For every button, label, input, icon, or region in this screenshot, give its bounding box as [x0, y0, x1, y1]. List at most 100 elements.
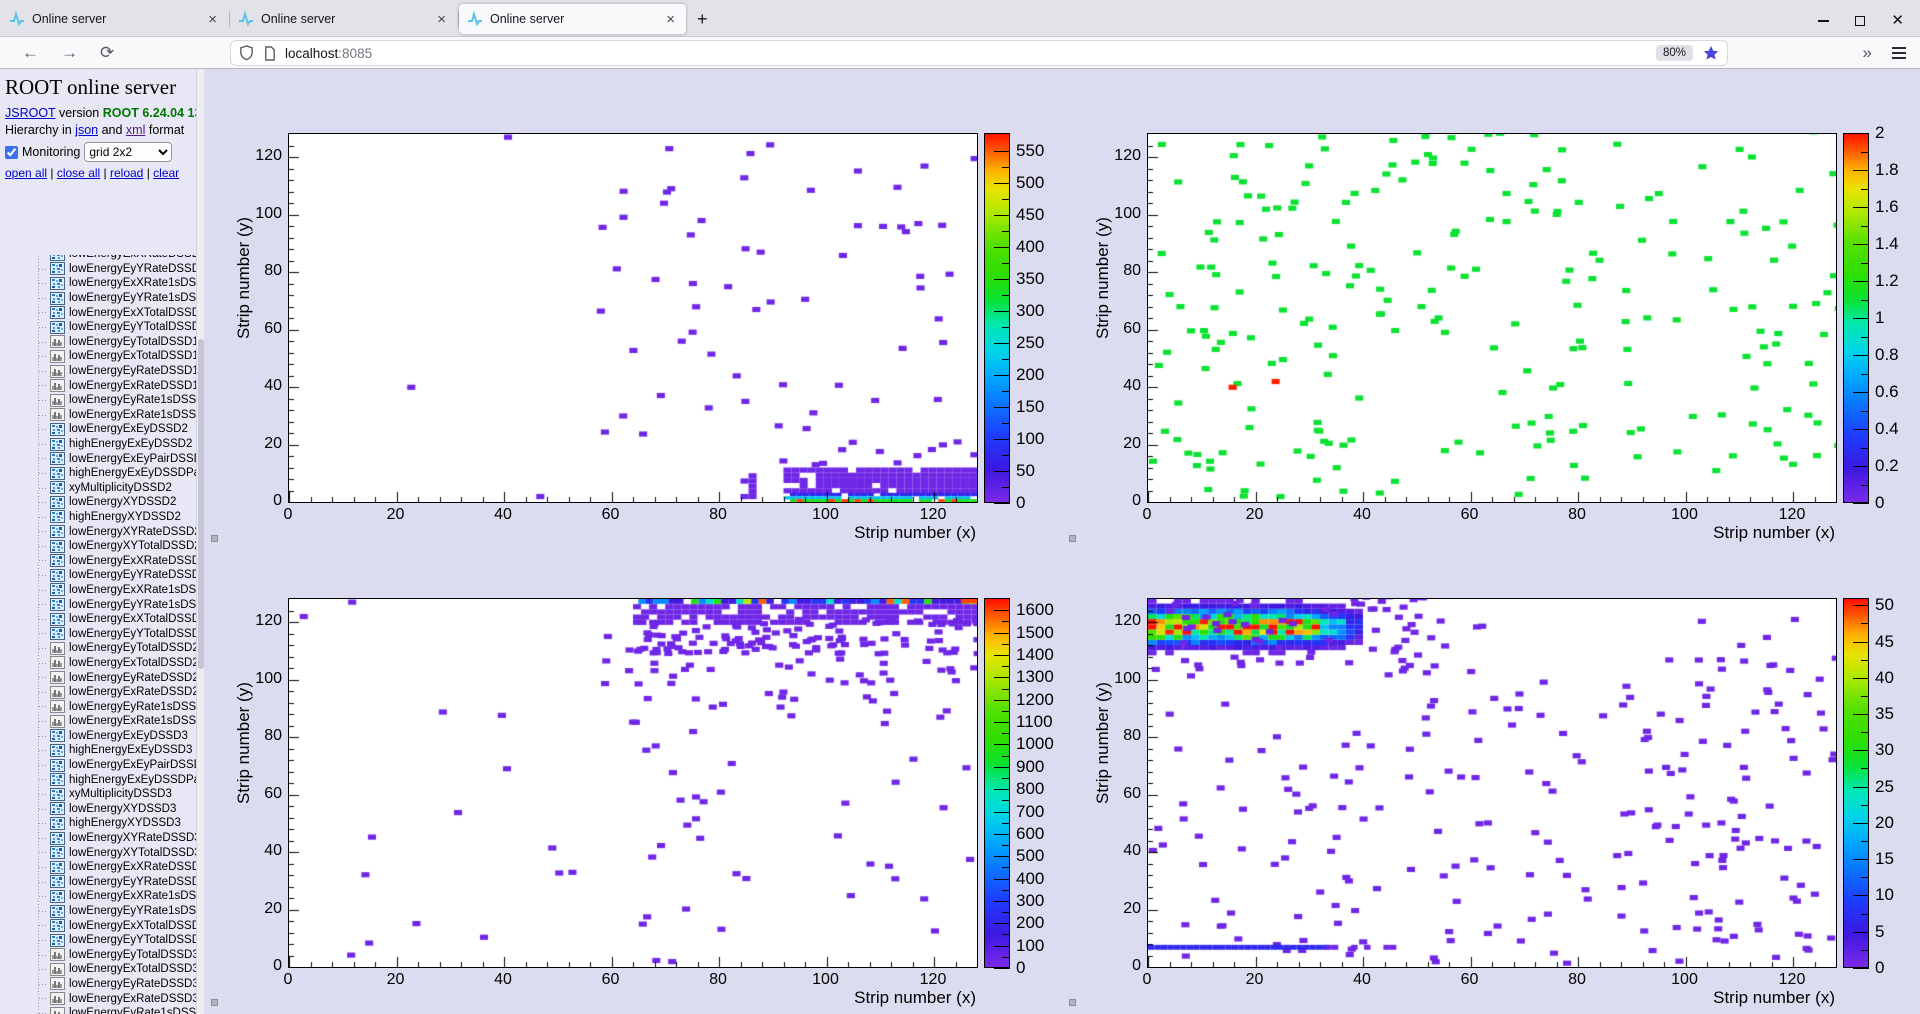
tree-item[interactable]: lowEnergyEyYRate1sDSSD2 [0, 597, 196, 612]
reload-icon[interactable]: ⟳ [100, 42, 115, 62]
plot-frame[interactable] [288, 598, 978, 968]
tree-item[interactable]: lowEnergyEyRate1sDSSD3 [0, 1006, 196, 1014]
tree-item[interactable]: lowEnergyXYRateDSSD2 [0, 524, 196, 539]
zoom-level-badge[interactable]: 80% [1655, 45, 1693, 61]
close-all-link[interactable]: close all [56, 166, 101, 180]
histogram-pad-2[interactable]: Strip number (y) Strip number (x) 0 20 40 6… [1063, 69, 1920, 543]
monitoring-checkbox[interactable] [5, 145, 18, 159]
tree-item[interactable]: lowEnergyEyRate1sDSSD2 [0, 699, 196, 714]
tree-item[interactable]: highEnergyXYDSSD3 [0, 816, 196, 831]
tree-item[interactable]: lowEnergyEyRateDSSD1 [0, 364, 196, 379]
tree-item[interactable]: lowEnergyExXRate1sDSSD1 [0, 276, 196, 291]
tree-item[interactable]: highEnergyExEyDSSDPair2 [0, 466, 196, 481]
url-bar[interactable]: localhost:8085 80% [230, 40, 1728, 66]
tree-item[interactable]: lowEnergyExXRate1sDSSD3 [0, 889, 196, 904]
tree-item[interactable]: highEnergyExEyDSSD3 [0, 743, 196, 758]
colorbar-minor-tick [1002, 294, 1010, 296]
tree-item[interactable]: lowEnergyExTotalDSSD3 [0, 962, 196, 977]
sidebar-scrollbar[interactable] [196, 69, 204, 1014]
tab-2[interactable]: Online server × [230, 4, 459, 34]
tree-item[interactable]: lowEnergyExRate1sDSSD1 [0, 408, 196, 423]
bookmark-star-icon[interactable] [1703, 45, 1719, 61]
tree-item[interactable]: lowEnergyEyYRateDSSD2 [0, 568, 196, 583]
tree-item[interactable]: lowEnergyExTotalDSSD2 [0, 656, 196, 671]
open-all-link[interactable]: open all [5, 166, 48, 180]
tree-item[interactable]: lowEnergyExXRateDSSD3 [0, 860, 196, 875]
plot-frame[interactable] [1147, 598, 1837, 968]
tree-item[interactable]: lowEnergyEyYTotalDSSD1 [0, 320, 196, 335]
tree-item[interactable]: lowEnergyEyTotalDSSD1 [0, 335, 196, 350]
tab-3-active[interactable]: Online server × [459, 4, 686, 34]
tree-item[interactable]: lowEnergyExXTotalDSSD2 [0, 612, 196, 627]
colorbar[interactable] [984, 598, 1010, 968]
tree-item[interactable]: lowEnergyEyRate1sDSSD1 [0, 393, 196, 408]
tree-item[interactable]: lowEnergyExEyDSSD2 [0, 422, 196, 437]
page-info-icon[interactable] [263, 45, 276, 61]
pad-resize-handle[interactable] [211, 999, 218, 1006]
scrollbar-thumb[interactable] [198, 339, 204, 669]
tree-item[interactable]: lowEnergyXYDSSD2 [0, 495, 196, 510]
tree-item[interactable]: lowEnergyExRateDSSD3 [0, 991, 196, 1006]
tree-item[interactable]: lowEnergyXYTotalDSSD3 [0, 845, 196, 860]
tree-item[interactable]: xyMultiplicityDSSD3 [0, 787, 196, 802]
pad-resize-handle[interactable] [1069, 999, 1076, 1006]
histogram-pad-4[interactable]: Strip number (y) Strip number (x) 0 20 40 6… [1063, 540, 1920, 1014]
tree-item[interactable]: highEnergyExEyDSSD2 [0, 437, 196, 452]
colorbar[interactable] [984, 133, 1010, 503]
tree-item[interactable]: lowEnergyExXRateDSSD1 [0, 255, 196, 262]
tab-close-icon[interactable]: × [437, 10, 446, 28]
histogram-pad-1[interactable]: Strip number (y) Strip number (x) 0 20 40 6… [204, 69, 1063, 542]
tree-item[interactable]: lowEnergyExXRateDSSD2 [0, 553, 196, 568]
tree-item[interactable]: lowEnergyExXTotalDSSD1 [0, 305, 196, 320]
tree-item[interactable]: lowEnergyExRateDSSD2 [0, 685, 196, 700]
tree-item[interactable]: lowEnergyEyTotalDSSD3 [0, 948, 196, 963]
tree-item[interactable]: lowEnergyEyYRate1sDSSD3 [0, 904, 196, 919]
tree-item[interactable]: xyMultiplicityDSSD2 [0, 481, 196, 496]
histogram-pad-3[interactable]: Strip number (y) Strip number (x) 0 20 40 6… [204, 540, 1063, 1014]
json-link[interactable]: json [75, 123, 99, 137]
tree-item[interactable]: lowEnergyEyYRateDSSD3 [0, 875, 196, 890]
tree-item[interactable]: highEnergyExEyDSSDPair3 [0, 772, 196, 787]
tab-1[interactable]: Online server × [1, 4, 230, 34]
tree-item[interactable]: lowEnergyExXRate1sDSSD2 [0, 583, 196, 598]
tree-item[interactable]: lowEnergyXYRateDSSD3 [0, 831, 196, 846]
tree-item[interactable]: highEnergyXYDSSD2 [0, 510, 196, 525]
tree-item[interactable]: lowEnergyExEyPairDSSD2 [0, 451, 196, 466]
back-icon[interactable]: ← [22, 42, 39, 62]
forward-icon[interactable]: → [61, 42, 78, 62]
jsroot-link[interactable]: JSROOT [5, 106, 56, 120]
pad-resize-handle[interactable] [1069, 535, 1076, 542]
pad-resize-handle[interactable] [211, 535, 218, 542]
tree-item[interactable]: lowEnergyXYTotalDSSD2 [0, 539, 196, 554]
tree-item[interactable]: lowEnergyXYDSSD3 [0, 802, 196, 817]
tree-item[interactable]: lowEnergyEyYRate1sDSSD1 [0, 291, 196, 306]
tree-item[interactable]: lowEnergyExRate1sDSSD2 [0, 714, 196, 729]
tree-item[interactable]: lowEnergyExEyPairDSSD3 [0, 758, 196, 773]
maximize-icon[interactable] [1855, 16, 1866, 26]
xml-link[interactable]: xml [125, 123, 146, 137]
shield-icon[interactable] [239, 45, 254, 61]
tab-close-icon[interactable]: × [208, 10, 217, 28]
tree-item[interactable]: lowEnergyEyYTotalDSSD2 [0, 626, 196, 641]
tab-close-icon[interactable]: × [666, 10, 675, 28]
reload-link[interactable]: reload [110, 166, 144, 180]
tree-item[interactable]: lowEnergyExTotalDSSD1 [0, 349, 196, 364]
tree-item[interactable]: lowEnergyEyYRateDSSD1 [0, 262, 196, 277]
tree-item[interactable]: lowEnergyExEyDSSD3 [0, 729, 196, 744]
tree-item[interactable]: lowEnergyExRateDSSD1 [0, 378, 196, 393]
hamburger-menu-icon[interactable] [1892, 44, 1906, 62]
tree-item[interactable]: lowEnergyEyRateDSSD3 [0, 977, 196, 992]
plot-frame[interactable] [1147, 133, 1837, 503]
tree-item[interactable]: lowEnergyEyYTotalDSSD3 [0, 933, 196, 948]
plot-frame[interactable] [288, 133, 978, 503]
grid-layout-select[interactable]: grid 2x2 [84, 142, 173, 162]
tree-item[interactable]: lowEnergyEyRateDSSD2 [0, 670, 196, 685]
new-tab-button[interactable]: + [697, 9, 708, 29]
overflow-chevron-icon[interactable]: » [1862, 43, 1872, 62]
tree-item[interactable]: lowEnergyExXTotalDSSD3 [0, 918, 196, 933]
tree-item[interactable]: lowEnergyEyTotalDSSD2 [0, 641, 196, 656]
window-close-icon[interactable]: ✕ [1891, 12, 1904, 29]
colorbar[interactable] [1843, 598, 1869, 968]
clear-link[interactable]: clear [153, 166, 180, 180]
minimize-icon[interactable] [1818, 20, 1830, 22]
